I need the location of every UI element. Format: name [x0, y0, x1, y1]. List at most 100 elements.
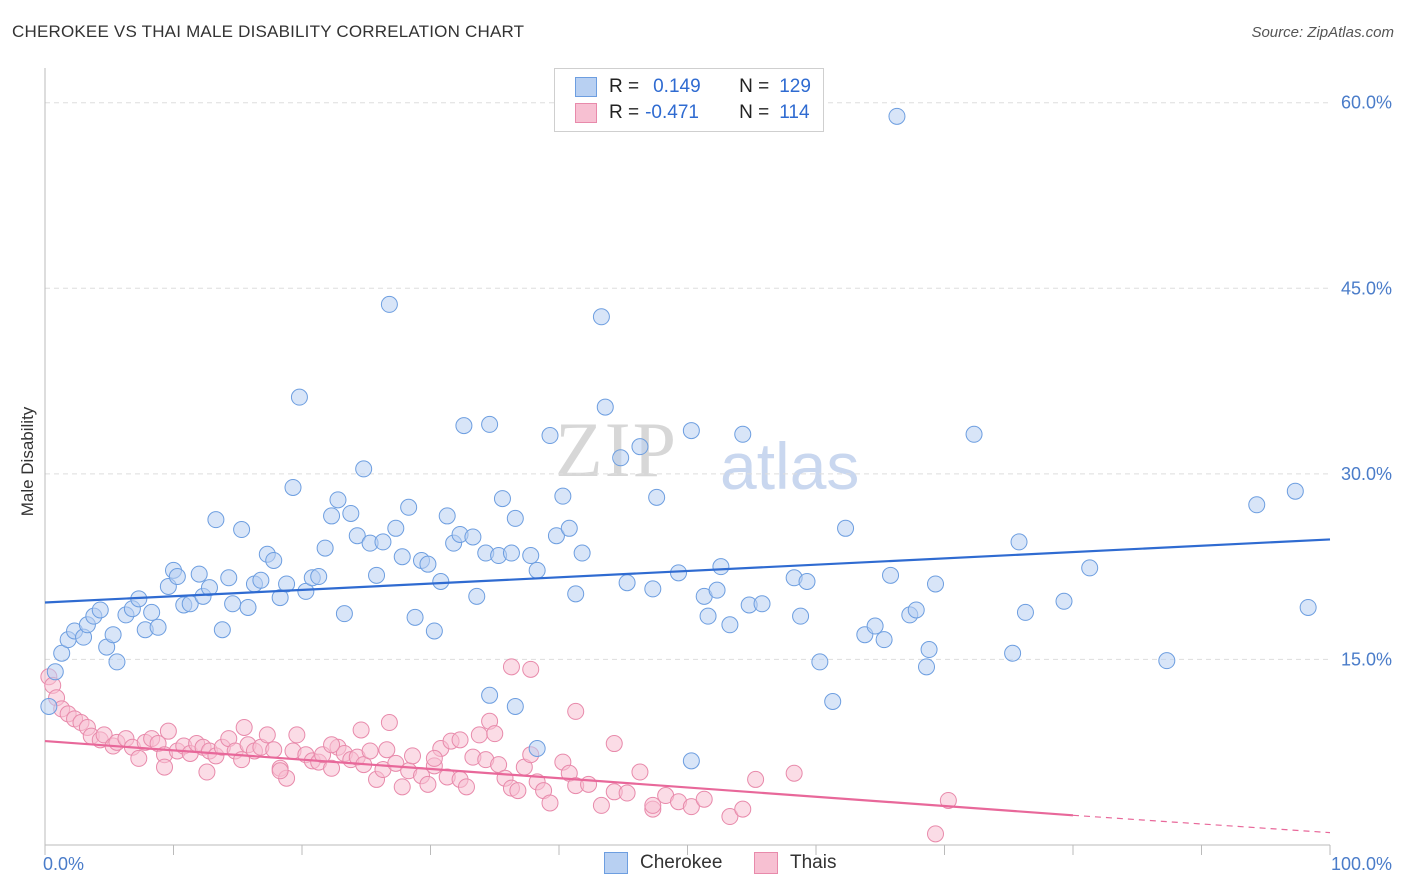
cherokee-point: [631, 438, 649, 456]
thai-point: [323, 759, 341, 777]
legend-item-cherokee[interactable]: Cherokee: [604, 852, 722, 874]
cherokee-point: [528, 561, 546, 579]
cherokee-point: [278, 575, 296, 593]
cherokee-point: [554, 487, 572, 505]
thai-point: [486, 725, 504, 743]
cherokee-point: [265, 551, 283, 569]
thai-point: [130, 749, 148, 767]
thai-point: [939, 791, 957, 809]
cherokee-point: [91, 601, 109, 619]
thai-point: [567, 702, 585, 720]
cherokee-swatch: [575, 77, 597, 97]
cherokee-point: [481, 686, 499, 704]
y-tick-label: 60.0%: [1341, 93, 1392, 113]
thai-point: [522, 660, 540, 678]
cherokee-point: [149, 618, 167, 636]
thai-point: [95, 726, 113, 744]
cherokee-point: [335, 605, 353, 623]
y-tick-label: 45.0%: [1341, 278, 1392, 298]
cherokee-point: [875, 631, 893, 649]
legend-r-label: R =: [609, 76, 640, 97]
legend-n-value: 114: [779, 102, 810, 123]
cherokee-point: [927, 575, 945, 593]
cherokee-point: [712, 558, 730, 576]
thai-point: [288, 726, 306, 744]
thai-point: [258, 726, 276, 744]
cherokee-point: [284, 478, 302, 496]
thai-point: [361, 742, 379, 760]
cherokee-point: [1248, 496, 1266, 514]
thai-point: [425, 749, 443, 767]
cherokee-point: [965, 425, 983, 443]
thai-point: [393, 778, 411, 796]
cherokee-point: [811, 653, 829, 671]
cherokee-point: [329, 491, 347, 509]
cherokee-point: [400, 498, 418, 516]
cherokee-point: [541, 427, 559, 445]
thai-point: [323, 736, 341, 754]
thai-point: [470, 726, 488, 744]
cherokee-point: [190, 565, 208, 583]
cherokee-point: [612, 449, 630, 467]
thai-point: [378, 741, 396, 759]
cherokee-point: [104, 626, 122, 644]
cherokee-point: [239, 598, 257, 616]
source-label: Source: ZipAtlas.com: [1251, 24, 1394, 41]
cherokee-point: [143, 603, 161, 621]
cherokee-point: [224, 595, 242, 613]
legend-n-value: 129: [779, 76, 811, 97]
thai-point: [352, 721, 370, 739]
cherokee-point: [393, 548, 411, 566]
cherokee-point: [40, 697, 58, 715]
trend-lines: [44, 538, 1331, 834]
cherokee-point: [271, 589, 289, 607]
cherokee-point: [596, 398, 614, 416]
thai-point: [721, 808, 739, 826]
cherokee-point: [168, 568, 186, 586]
cherokee-point: [682, 422, 700, 440]
x-tick-label: 100.0%: [1331, 854, 1392, 874]
cherokee-point: [573, 544, 591, 562]
cherokee-point: [233, 521, 251, 539]
cherokee-point: [419, 555, 437, 573]
thai-point: [734, 800, 752, 818]
cherokee-point: [368, 566, 386, 584]
cherokee-point: [592, 308, 610, 326]
legend-row-thai: R = -0.471 N = 114: [575, 101, 810, 125]
cherokee-point: [316, 539, 334, 557]
cherokee-point: [468, 587, 486, 605]
thai-point: [682, 798, 700, 816]
watermark-zip: ZIP: [555, 406, 678, 493]
cherokee-point: [506, 509, 524, 527]
cherokee-point: [53, 644, 71, 662]
cherokee-point: [918, 658, 936, 676]
legend-item-thais[interactable]: Thais: [754, 852, 836, 874]
thai-point: [490, 756, 508, 774]
cherokee-point: [1055, 592, 1073, 610]
cherokee-point: [670, 564, 688, 582]
cherokee-point: [618, 574, 636, 592]
cherokee-point: [824, 692, 842, 710]
cherokee-point: [888, 107, 906, 125]
cherokee-point: [374, 533, 392, 551]
thai-point: [580, 775, 598, 793]
cherokee-point: [506, 697, 524, 715]
y-axis-title: Male Disability: [18, 406, 37, 516]
thai-point: [785, 764, 803, 782]
cherokee-point: [252, 571, 270, 589]
cherokee-point: [46, 663, 64, 681]
y-tick-label: 15.0%: [1341, 649, 1392, 669]
thai-point: [380, 714, 398, 732]
cherokee-point: [560, 519, 578, 537]
cherokee-point: [1158, 652, 1176, 670]
cherokee-point: [648, 488, 666, 506]
cherokee-point: [708, 581, 726, 599]
cherokee-point: [753, 595, 771, 613]
legend-r-label: R =: [609, 102, 640, 123]
legend-r-value: -0.471: [645, 102, 699, 123]
thai-point: [541, 794, 559, 812]
thai-point: [156, 758, 174, 776]
cherokee-points: [40, 107, 1317, 770]
thai-point: [509, 782, 527, 800]
thai-trend-extension: [1072, 814, 1331, 834]
